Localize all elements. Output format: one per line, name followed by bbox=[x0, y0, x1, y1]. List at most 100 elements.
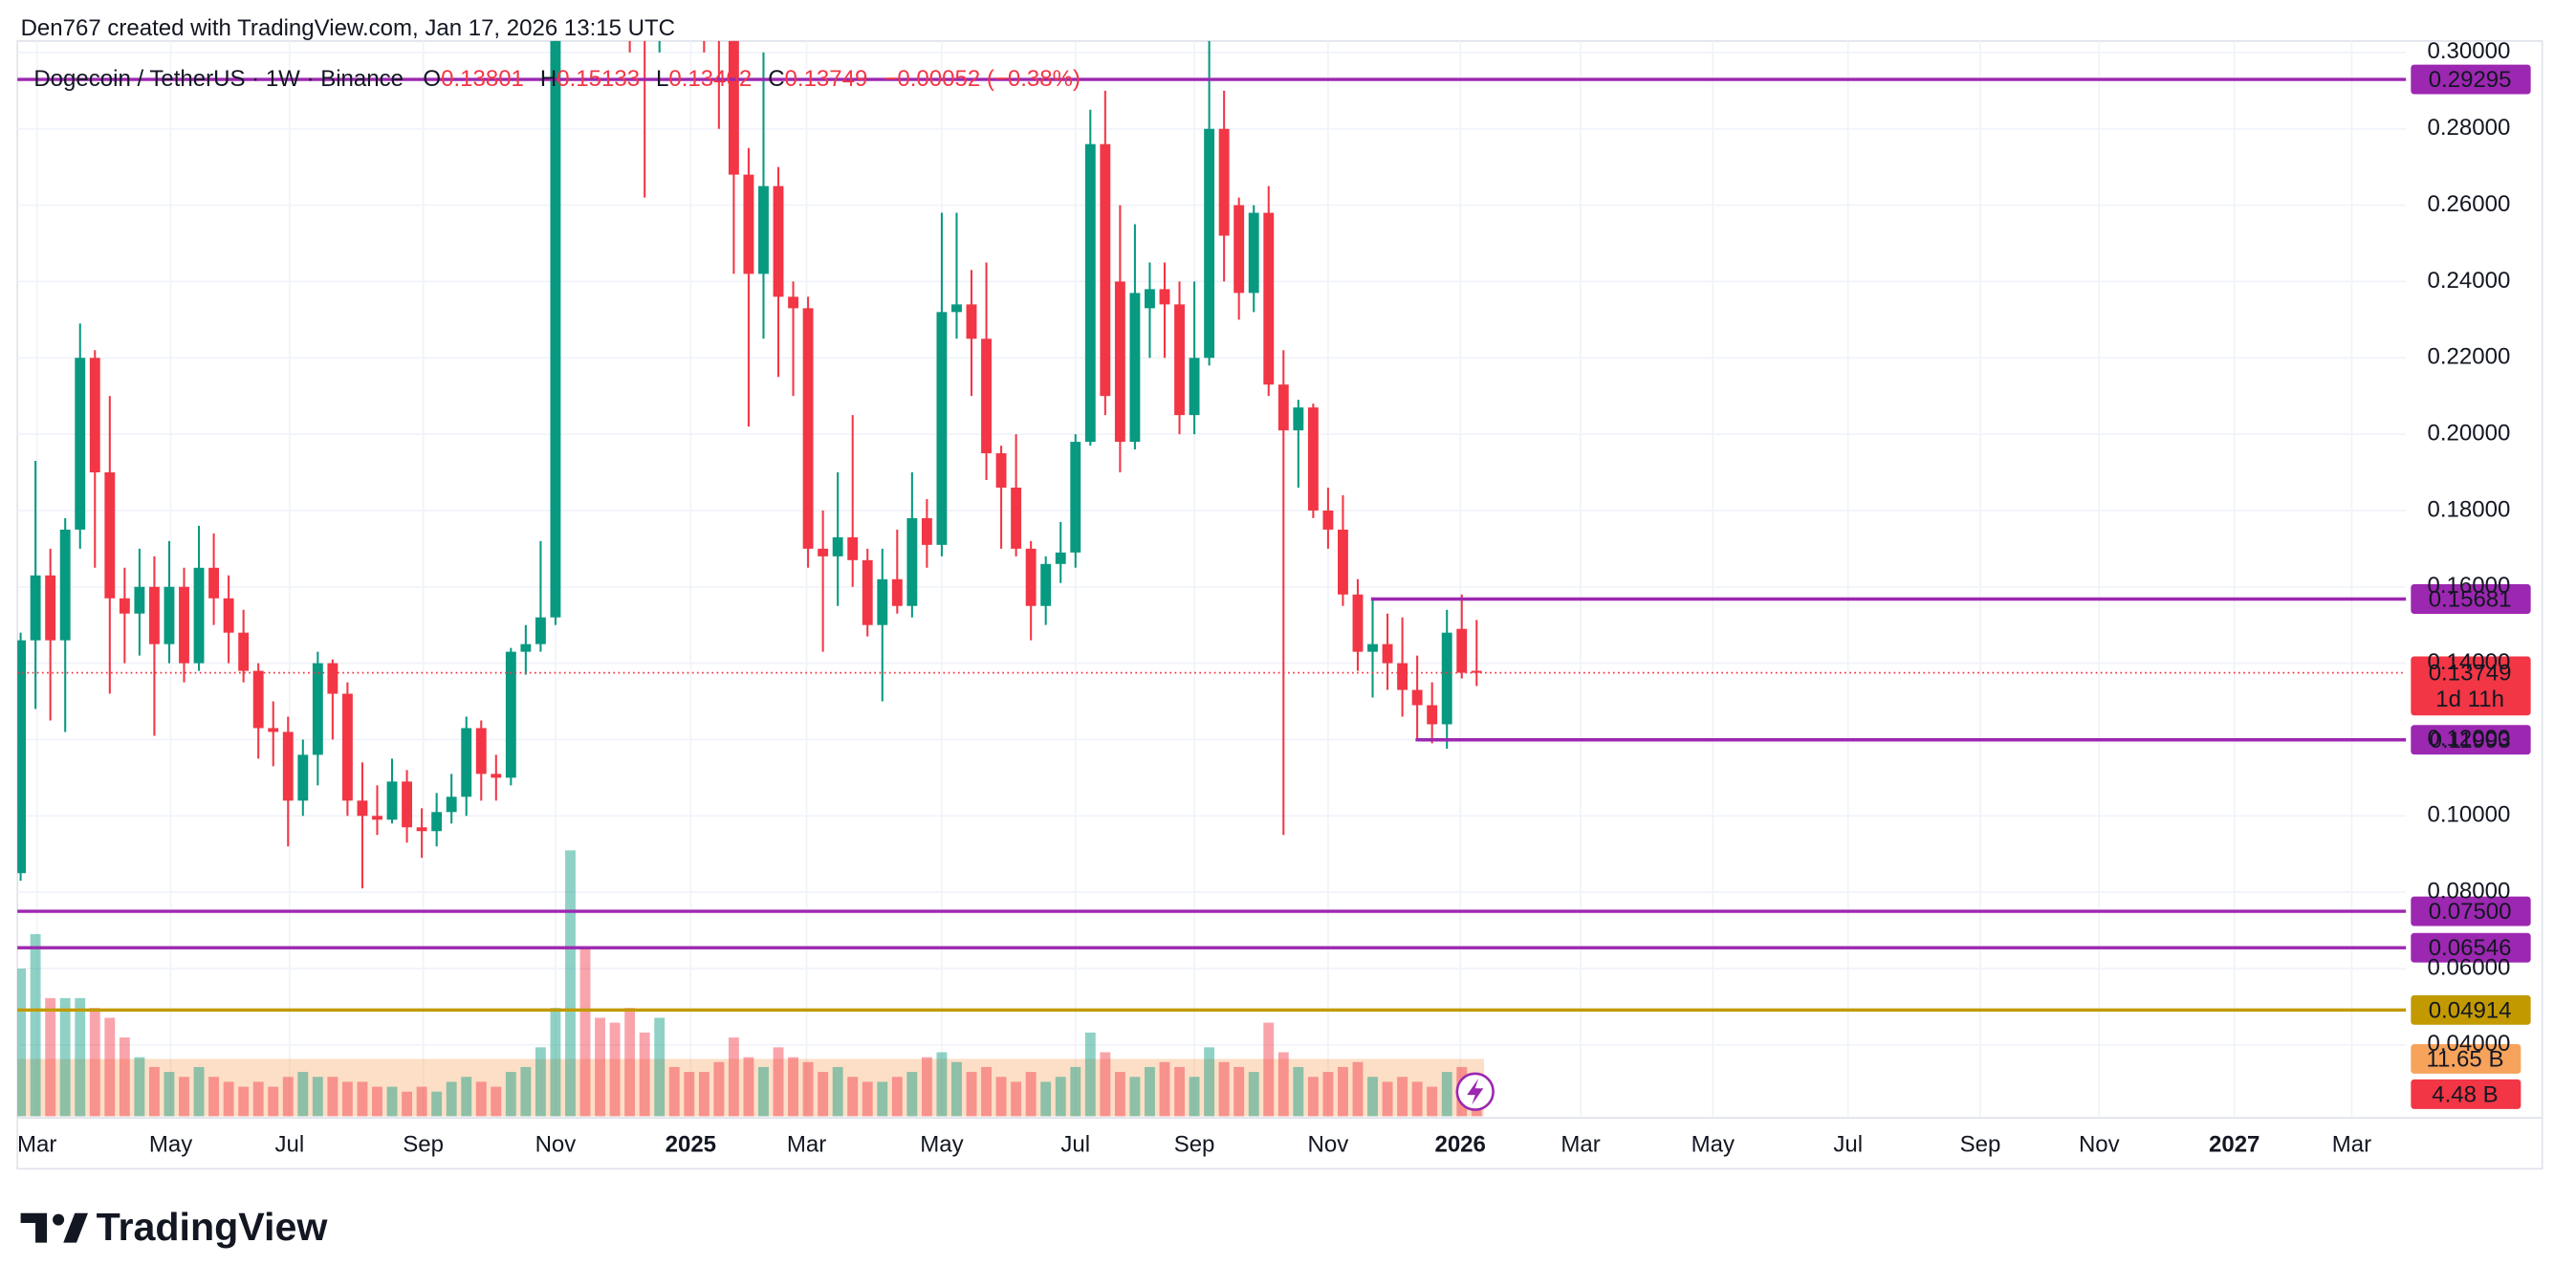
volume-bar bbox=[565, 850, 576, 1117]
volume-bar bbox=[713, 1061, 725, 1117]
volume-bar bbox=[461, 1077, 472, 1117]
candle-body bbox=[1456, 628, 1468, 673]
x-tick-label: 2025 bbox=[666, 1132, 716, 1158]
legend-value: 0.13749 bbox=[785, 66, 868, 92]
volume-bar bbox=[1382, 1081, 1393, 1117]
candle-body bbox=[773, 185, 784, 297]
volume-bar bbox=[1441, 1072, 1452, 1117]
candle-body bbox=[1218, 128, 1230, 236]
candle-body bbox=[193, 567, 205, 664]
candle-body bbox=[446, 796, 457, 813]
x-tick-label: May bbox=[149, 1132, 192, 1158]
volume-bar bbox=[936, 1052, 948, 1117]
candle-body bbox=[847, 536, 859, 560]
x-tick-label: Jul bbox=[274, 1132, 304, 1158]
candle-body bbox=[134, 586, 145, 614]
candle-body bbox=[431, 812, 443, 832]
volume-bar bbox=[312, 1077, 323, 1117]
volume-bar bbox=[906, 1072, 918, 1117]
candle-body bbox=[475, 728, 487, 774]
volume-bar bbox=[550, 1008, 561, 1117]
candle-body bbox=[728, 40, 739, 175]
volume-bar bbox=[624, 1008, 636, 1117]
candle-body bbox=[223, 598, 234, 633]
candle-body bbox=[1471, 670, 1482, 673]
volume-bar bbox=[17, 968, 27, 1117]
volume-bar bbox=[208, 1077, 220, 1117]
level-tag bbox=[2411, 64, 2531, 95]
candle-body bbox=[268, 728, 279, 732]
volume-bar bbox=[193, 1066, 205, 1117]
x-tick-label: Mar bbox=[2332, 1132, 2371, 1158]
volume-tag bbox=[2411, 1079, 2521, 1109]
level-tag bbox=[2411, 725, 2531, 755]
volume-bar bbox=[491, 1086, 502, 1117]
volume-bar bbox=[1322, 1072, 1334, 1117]
candle-body bbox=[45, 575, 56, 641]
volume-bar bbox=[1263, 1022, 1275, 1117]
candle-body bbox=[357, 800, 368, 817]
x-tick-label: May bbox=[1692, 1132, 1735, 1158]
volume-bar bbox=[773, 1047, 784, 1117]
candle-body bbox=[1084, 143, 1096, 443]
candle-body bbox=[995, 453, 1007, 488]
volume-bar bbox=[891, 1077, 903, 1117]
candle-body bbox=[862, 559, 873, 625]
volume-bar bbox=[981, 1066, 992, 1117]
candle-body bbox=[104, 472, 116, 599]
candle-body bbox=[402, 781, 413, 828]
volume-ma-area bbox=[17, 1058, 1485, 1117]
candle-body bbox=[282, 731, 294, 801]
candle-body bbox=[1025, 548, 1037, 606]
x-tick-label: Mar bbox=[1561, 1132, 1600, 1158]
candle-body bbox=[297, 754, 309, 801]
candle-body bbox=[1322, 510, 1334, 530]
candle-body bbox=[1397, 663, 1408, 690]
candle-body bbox=[1248, 212, 1259, 294]
x-tick-label: 2026 bbox=[1434, 1132, 1485, 1158]
y-tick-label: 0.04000 bbox=[2427, 1031, 2510, 1057]
candle-body bbox=[877, 578, 888, 625]
y-tick-label: 0.30000 bbox=[2427, 38, 2510, 64]
candle-body bbox=[17, 640, 27, 874]
y-tick-label: 0.14000 bbox=[2427, 649, 2510, 675]
volume-bar bbox=[595, 1017, 605, 1117]
candle-body bbox=[906, 517, 918, 606]
candle-body bbox=[1293, 407, 1304, 431]
volume-bar bbox=[698, 1072, 709, 1117]
candle-body bbox=[1441, 632, 1452, 725]
volume-bar bbox=[89, 1008, 100, 1117]
candle-body bbox=[1189, 358, 1200, 416]
volume-bar bbox=[1011, 1081, 1022, 1117]
volume-bar bbox=[1218, 1061, 1230, 1117]
candle-body bbox=[30, 575, 41, 641]
volume-bar bbox=[1084, 1032, 1096, 1117]
legend-field: O bbox=[423, 66, 441, 92]
legend-value: 0.13801 bbox=[441, 66, 524, 92]
legend-change: −0.00052 (−0.38%) bbox=[884, 66, 1081, 92]
y-tick-label: 0.16000 bbox=[2427, 573, 2510, 599]
volume-bar bbox=[1145, 1066, 1155, 1117]
candle-body bbox=[1427, 705, 1438, 725]
volume-bar bbox=[995, 1077, 1007, 1117]
y-tick-label: 0.24000 bbox=[2427, 268, 2510, 294]
candle-body bbox=[818, 548, 829, 556]
candle-body bbox=[208, 567, 220, 599]
volume-bar bbox=[104, 1017, 116, 1117]
legend-value: 0.15133 bbox=[557, 66, 640, 92]
candle-body bbox=[1277, 384, 1289, 431]
volume-bar bbox=[297, 1072, 309, 1117]
volume-bar bbox=[802, 1061, 814, 1117]
volume-bar bbox=[668, 1066, 680, 1117]
logo-mark bbox=[20, 1212, 48, 1243]
volume-tag-label: 11.65 B bbox=[2426, 1047, 2503, 1073]
volume-bar bbox=[788, 1057, 798, 1117]
volume-bar bbox=[1070, 1066, 1081, 1117]
volume-bar bbox=[1129, 1077, 1141, 1117]
volume-bar bbox=[966, 1072, 977, 1117]
candle-body bbox=[1174, 304, 1185, 416]
y-tick-label: 0.10000 bbox=[2427, 802, 2510, 828]
candle-body bbox=[1307, 407, 1319, 511]
brand-logo: TradingView bbox=[20, 1205, 328, 1249]
